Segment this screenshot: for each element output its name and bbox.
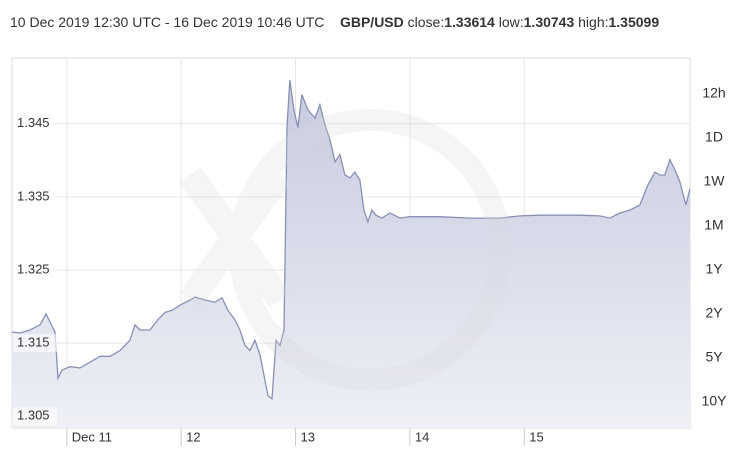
range-button-bg[interactable]	[692, 116, 742, 160]
range-button-bg[interactable]	[692, 380, 742, 424]
x-tick-label: 15	[529, 429, 543, 444]
y-tick-bg	[13, 114, 57, 133]
range-button[interactable]: 1W	[704, 173, 726, 189]
watermark	[179, 109, 511, 391]
stats: close:1.33614 low:1.30743 high:1.35099	[408, 14, 659, 30]
range-button[interactable]: 5Y	[705, 349, 723, 365]
range-button[interactable]: 12h	[702, 85, 725, 101]
y-tick-label: 1.315	[17, 335, 50, 350]
y-tick-bg	[13, 187, 57, 206]
stat-label: high:	[578, 14, 609, 30]
y-tick-bg	[13, 334, 57, 353]
range-button[interactable]: 1Y	[705, 261, 723, 277]
y-tick-label: 1.305	[17, 408, 50, 423]
y-tick-label: 1.335	[17, 188, 50, 203]
stat-label: low:	[498, 14, 524, 30]
y-tick-bg	[13, 261, 57, 280]
range-button-bg[interactable]	[692, 336, 742, 380]
range-button-bg[interactable]	[692, 160, 742, 204]
area	[12, 79, 690, 429]
range-button-bg[interactable]	[692, 248, 742, 292]
y-tick-label: 1.345	[17, 115, 50, 130]
range-button-bg[interactable]	[692, 72, 742, 116]
range-button[interactable]: 1M	[704, 217, 723, 233]
x-tick-label: 13	[301, 429, 315, 444]
line	[11, 79, 691, 401]
range-button-bg[interactable]	[692, 292, 742, 336]
header: 10 Dec 2019 12:30 UTC - 16 Dec 2019 10:4…	[10, 14, 659, 30]
range-button[interactable]: 2Y	[705, 305, 723, 321]
range-button[interactable]: 10Y	[702, 393, 728, 409]
stat-value: 1.33614	[444, 14, 495, 30]
stat-value: 1.30743	[523, 14, 575, 30]
range-button-bg[interactable]	[692, 204, 742, 248]
range-button[interactable]: 1D	[705, 129, 723, 145]
x-tick-label: Dec 11	[72, 429, 112, 444]
x-tick-label: 14	[415, 429, 429, 444]
stat-label: close:	[407, 14, 445, 30]
y-tick-label: 1.325	[17, 261, 50, 276]
x-tick-label: 12	[186, 429, 200, 444]
y-tick-bg	[13, 407, 57, 426]
pair: GBP/USD	[339, 14, 404, 30]
stat-value: 1.35099	[608, 14, 660, 30]
date-range: 10 Dec 2019 12:30 UTC - 16 Dec 2019 10:4…	[10, 14, 325, 30]
